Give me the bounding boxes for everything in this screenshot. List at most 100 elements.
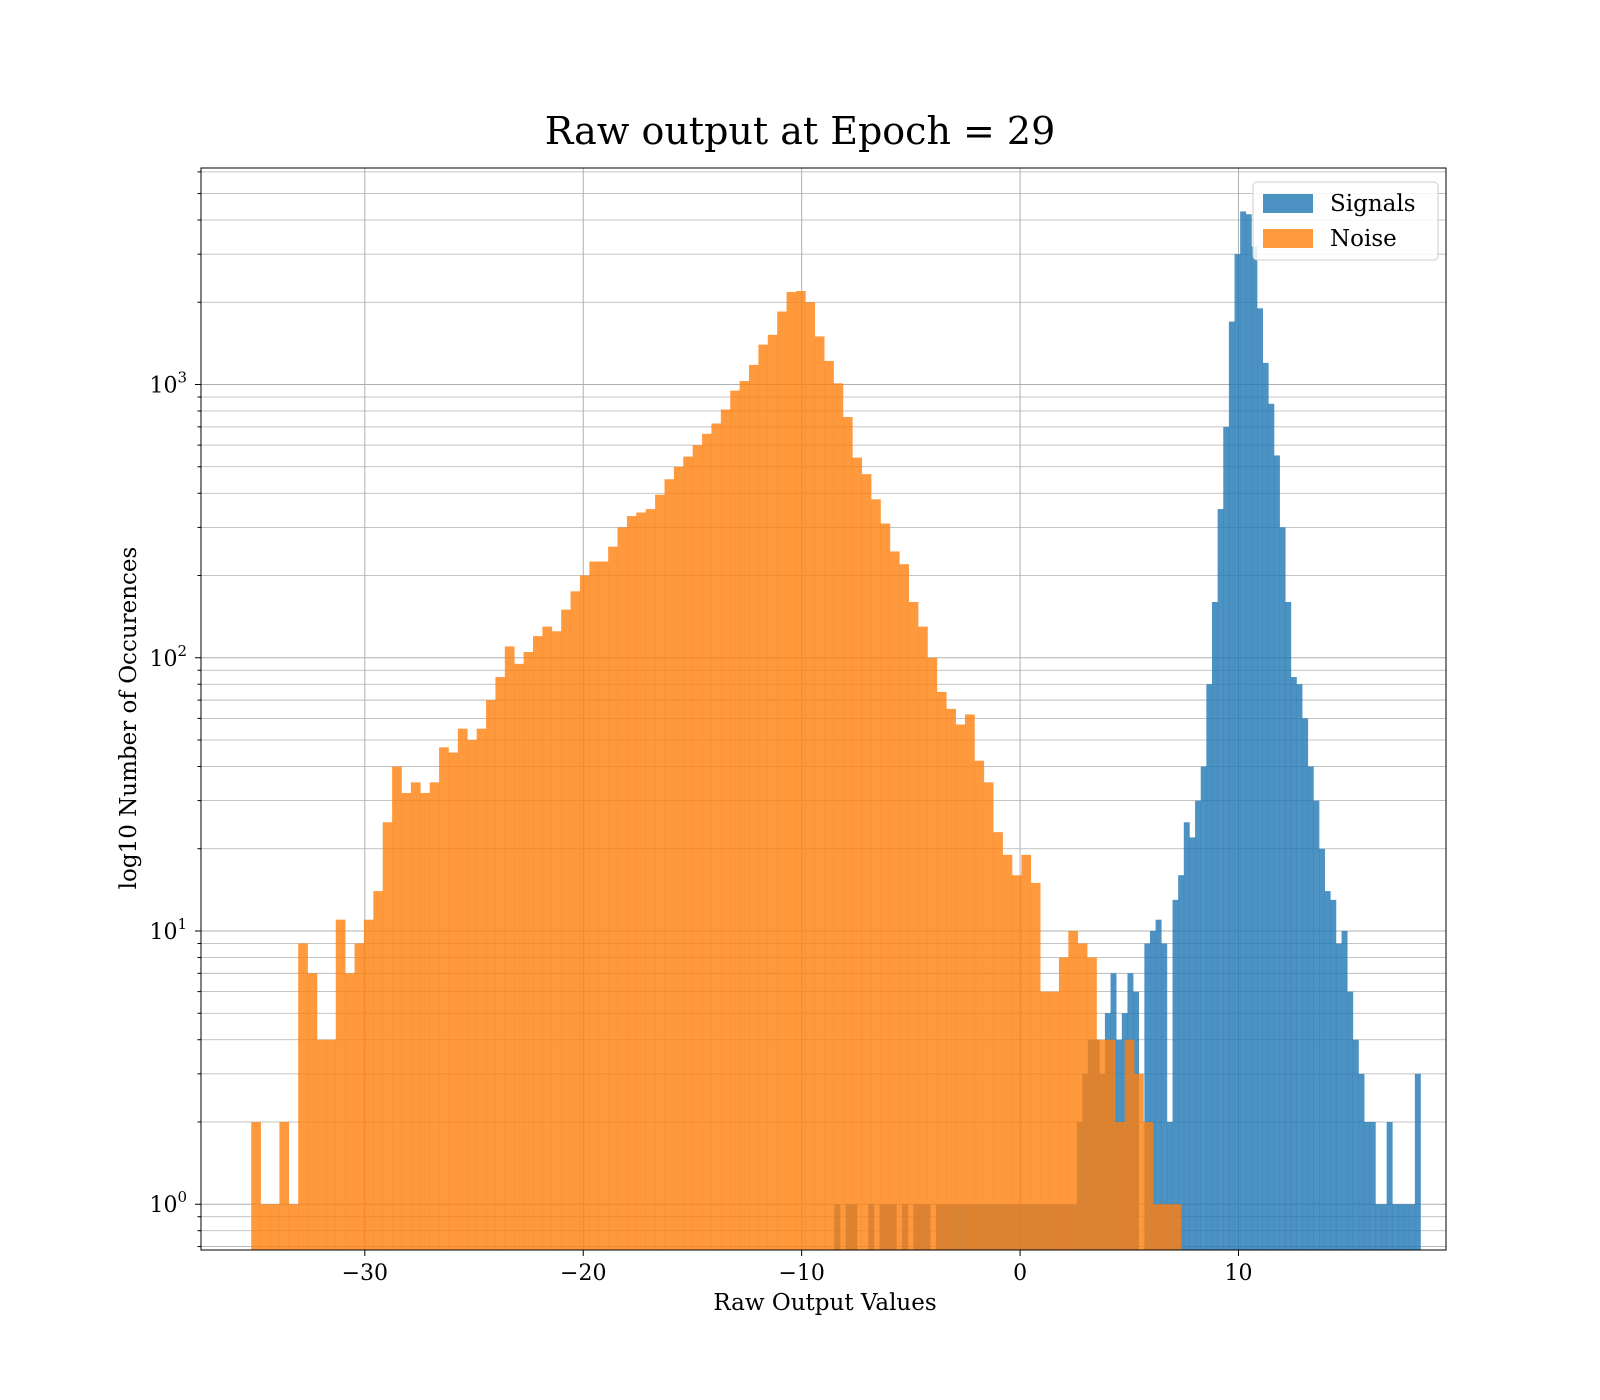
plot-frame: [200, 167, 1447, 1251]
bar-noise: [645, 509, 656, 1250]
bar-noise: [533, 636, 543, 1250]
bar-noise: [589, 561, 600, 1250]
bar-noise: [570, 591, 581, 1250]
bar-signals: [1155, 919, 1162, 1250]
bar-noise: [673, 466, 684, 1251]
bar-noise: [1134, 1073, 1144, 1250]
y-tick-label: 100: [149, 1188, 187, 1218]
bar-noise: [955, 724, 966, 1250]
bar-noise: [993, 832, 1003, 1250]
bar-noise: [1030, 882, 1041, 1250]
bar-noise: [326, 1039, 337, 1250]
bar-signals: [1302, 718, 1309, 1250]
bar-signals: [1189, 837, 1196, 1250]
bar-noise: [1115, 1121, 1126, 1250]
axes-layer: −30 −20 −10 0 10 100 101 102 103: [149, 167, 1447, 1286]
bar-signals: [1347, 991, 1354, 1250]
bar-noise: [1077, 943, 1088, 1250]
bar-noise: [974, 760, 985, 1250]
bar-noise: [655, 494, 665, 1251]
bar-signals: [1335, 943, 1342, 1250]
bar-noise: [1171, 1204, 1182, 1250]
bar-noise: [279, 1121, 290, 1250]
bar-noise: [824, 360, 834, 1250]
bar-noise: [270, 1204, 280, 1250]
bar-noise: [514, 663, 524, 1250]
bar-noise: [561, 609, 571, 1250]
bar-noise: [1040, 991, 1050, 1250]
bar-noise: [392, 766, 402, 1250]
bar-signals: [1223, 426, 1230, 1251]
bar-noise: [598, 561, 609, 1250]
bar-noise: [720, 409, 731, 1250]
bar-noise: [608, 546, 618, 1250]
bar-noise: [382, 822, 393, 1250]
bar-signals: [1324, 891, 1331, 1250]
bar-noise: [889, 551, 900, 1250]
bar-noise: [833, 383, 844, 1251]
bar-noise: [1087, 957, 1097, 1250]
bar-signals: [1386, 1121, 1393, 1250]
bar-noise: [861, 474, 872, 1250]
bar-noise: [467, 740, 477, 1250]
bar-noise: [749, 364, 759, 1250]
bar-signals: [1178, 875, 1185, 1250]
bar-noise: [1011, 875, 1022, 1250]
bar-noise: [495, 677, 506, 1250]
x-tick-label: −10: [778, 1261, 824, 1286]
bar-noise: [927, 657, 938, 1250]
bar-signals: [1161, 943, 1168, 1250]
bar-noise: [1068, 930, 1079, 1250]
bar-noise: [448, 752, 459, 1250]
x-tick-label: −30: [342, 1261, 388, 1286]
bar-signals: [1228, 321, 1235, 1250]
bar-noise: [1096, 1039, 1107, 1250]
bar-noise: [908, 601, 919, 1250]
bar-signals: [1307, 766, 1314, 1250]
bar-noise: [288, 1204, 299, 1250]
bar-noise: [777, 311, 787, 1250]
bar-signals: [1245, 214, 1252, 1250]
bar-noise: [476, 728, 487, 1250]
bar-noise: [1021, 854, 1032, 1250]
bar-signals: [1234, 254, 1241, 1250]
bar-noise: [1152, 1204, 1163, 1250]
bar-noise: [1049, 991, 1060, 1250]
bar-signals: [1200, 766, 1207, 1250]
bar-noise: [617, 527, 628, 1250]
bar-signals: [1397, 1204, 1404, 1250]
bar-noise: [260, 1204, 271, 1250]
bar-signals: [1262, 362, 1269, 1250]
bar-noise: [298, 943, 308, 1250]
bar-noise: [579, 575, 590, 1250]
x-tick-label: 0: [1013, 1261, 1027, 1286]
bar-signals: [1273, 455, 1280, 1250]
bar-noise: [1143, 1121, 1154, 1250]
bars-layer: [251, 211, 1421, 1251]
bar-noise: [335, 919, 346, 1250]
legend-label-signals: Signals: [1330, 191, 1416, 217]
bar-signals: [1279, 527, 1286, 1250]
bar-signals: [1313, 800, 1320, 1250]
bar-signals: [1268, 403, 1275, 1250]
bar-noise: [439, 747, 449, 1250]
bar-signals: [1319, 848, 1325, 1250]
bar-signals: [1257, 308, 1264, 1250]
bar-noise: [936, 691, 947, 1250]
bar-signals: [1144, 943, 1151, 1250]
bar-noise: [805, 302, 816, 1250]
bar-signals: [1403, 1204, 1410, 1250]
bar-noise: [692, 445, 703, 1250]
bar-signals: [1381, 1204, 1387, 1250]
bar-signals: [1364, 1121, 1371, 1250]
bar-signals: [1166, 1121, 1173, 1250]
bar-noise: [251, 1121, 261, 1250]
y-tick-label: 101: [149, 915, 187, 945]
bar-noise: [1162, 1204, 1172, 1250]
bar-signals: [1183, 822, 1190, 1250]
bar-noise: [786, 292, 797, 1250]
bar-signals: [1392, 1204, 1399, 1250]
bar-signals: [1369, 1121, 1376, 1250]
